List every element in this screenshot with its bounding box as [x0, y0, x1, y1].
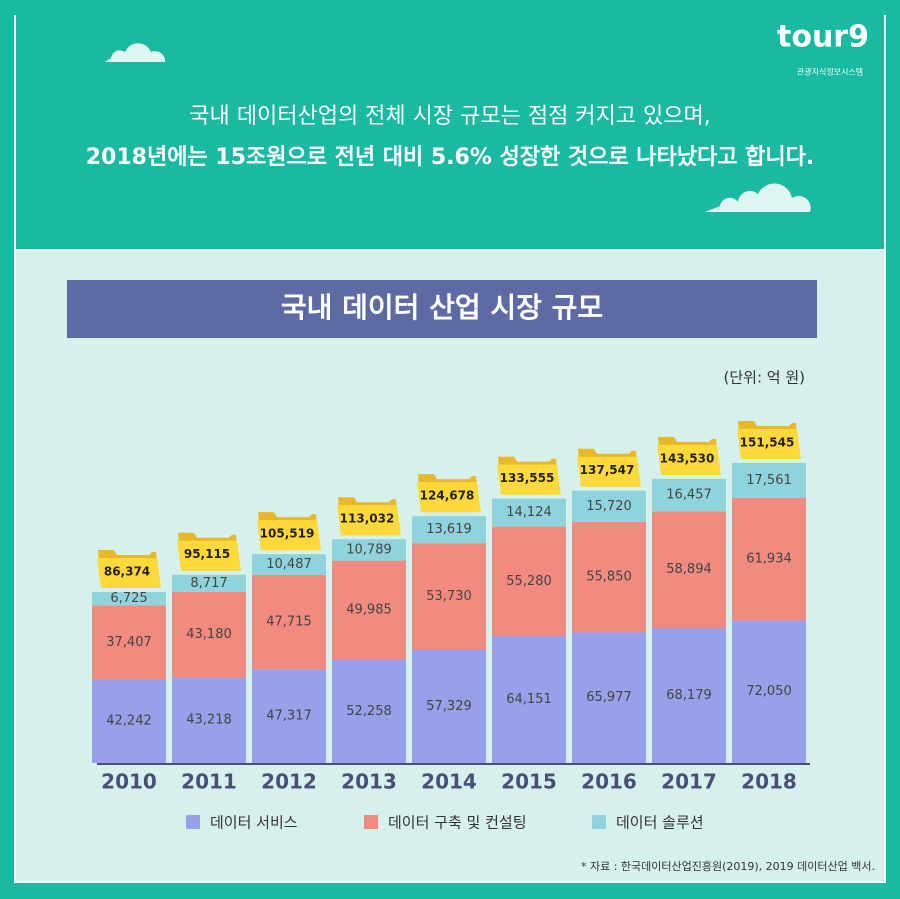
- value-label: 68,179: [666, 688, 712, 703]
- total-folder-front: [97, 558, 161, 589]
- value-label: 15,720: [586, 499, 632, 514]
- total-folder-front: [737, 429, 801, 459]
- total-folder-front: [657, 444, 721, 475]
- title-box: [67, 280, 817, 338]
- x-tick-label: 2011: [181, 770, 237, 794]
- total-folder-front: [257, 520, 321, 551]
- bar-segment: [572, 490, 646, 522]
- value-label: 42,242: [106, 714, 152, 729]
- legend-label: 데이터 서비스: [210, 814, 298, 832]
- total-folder-front: [417, 482, 481, 513]
- bar-segment: [252, 574, 326, 670]
- bar-segment: [732, 497, 806, 621]
- value-label: 10,487: [266, 557, 312, 572]
- cloud: [705, 183, 811, 212]
- value-label: 37,407: [106, 635, 152, 650]
- bar-segment: [572, 521, 646, 633]
- x-tick-label: 2010: [101, 770, 157, 794]
- value-label: 55,280: [506, 574, 552, 589]
- total-label: 105,519: [260, 527, 315, 541]
- legend-swatch: [592, 815, 606, 829]
- value-label: 58,894: [666, 562, 712, 577]
- value-label: 55,850: [586, 570, 632, 585]
- total-folder-front: [177, 540, 241, 571]
- total-label: 151,545: [740, 436, 795, 450]
- x-tick-label: 2017: [661, 770, 717, 794]
- value-label: 47,317: [266, 709, 312, 724]
- total-label: 86,374: [104, 565, 150, 579]
- chart-title: 국내 데이터 산업 시장 규모: [281, 291, 603, 324]
- logo-subtitle: 관광지식정보시스템: [797, 67, 863, 77]
- bar-segment: [412, 543, 486, 650]
- bar-segment: [412, 516, 486, 544]
- bar-segment: [252, 554, 326, 575]
- legend-swatch: [364, 815, 378, 829]
- header-line: 국내 데이터산업의 전체 시장 규모는 점점 커지고 있으며,: [189, 104, 710, 129]
- total-label: 143,530: [660, 451, 715, 465]
- bar-segment: [732, 620, 806, 763]
- value-label: 14,124: [506, 505, 552, 520]
- x-tick-label: 2015: [501, 770, 557, 794]
- bar-segment: [652, 511, 726, 629]
- bar-segment: [492, 526, 566, 637]
- bar-segment: [92, 592, 166, 606]
- value-label: 64,151: [506, 692, 552, 707]
- unit: (단위: 억 원): [724, 369, 806, 387]
- bar-segment: [332, 659, 406, 763]
- value-label: 10,789: [346, 542, 392, 557]
- value-label: 43,180: [186, 627, 232, 642]
- total-label: 137,547: [580, 463, 635, 477]
- bar-segment: [172, 591, 246, 678]
- total-label: 133,555: [500, 471, 555, 485]
- header-line: 2018년에는 15조원으로 전년 대비 5.6% 성장한 것으로 나타났다고 …: [86, 144, 815, 170]
- total-label: 124,678: [420, 489, 475, 503]
- total-label: 95,115: [184, 547, 230, 561]
- bar-segment: [492, 636, 566, 763]
- bar-segment: [92, 605, 166, 680]
- value-label: 8,717: [190, 576, 227, 591]
- value-label: 49,985: [346, 603, 392, 618]
- value-label: 6,725: [110, 591, 147, 606]
- value-label: 13,619: [426, 522, 472, 537]
- value-label: 52,258: [346, 704, 392, 719]
- legend-label: 데이터 솔루션: [616, 814, 704, 832]
- bar-segment: [652, 628, 726, 763]
- total-folder-front: [577, 456, 641, 487]
- value-label: 47,715: [266, 615, 312, 630]
- x-tick-label: 2016: [581, 770, 637, 794]
- source: * 자료 : 한국데이터산업진흥원(2019), 2019 데이터산업 백서.: [581, 859, 875, 873]
- bar-segment: [412, 649, 486, 763]
- value-label: 61,934: [746, 552, 792, 567]
- value-label: 17,561: [746, 473, 792, 488]
- value-label: 53,730: [426, 589, 472, 604]
- value-label: 43,218: [186, 713, 232, 728]
- bar-segment: [332, 539, 406, 561]
- value-label: 65,977: [586, 690, 632, 705]
- cloud: [105, 43, 166, 62]
- legend-label: 데이터 구축 및 컨설팅: [388, 814, 527, 832]
- bar-segment: [652, 478, 726, 512]
- x-tick-label: 2014: [421, 770, 477, 794]
- bar-segment: [332, 560, 406, 660]
- legend-swatch: [186, 815, 200, 829]
- bar-segment: [572, 632, 646, 763]
- x-tick-label: 2018: [741, 770, 797, 794]
- value-label: 16,457: [666, 488, 712, 503]
- bar-segment: [172, 574, 246, 592]
- total-folder-front: [337, 505, 401, 536]
- bar-segment: [252, 669, 326, 763]
- x-tick-label: 2012: [261, 770, 317, 794]
- value-label: 57,329: [426, 699, 472, 714]
- bar-segment: [172, 677, 246, 763]
- total-label: 113,032: [340, 512, 395, 526]
- bar-segment: [92, 679, 166, 763]
- logo: tour9: [777, 20, 869, 55]
- bar-segment: [732, 463, 806, 498]
- total-folder-front: [497, 464, 561, 495]
- value-label: 72,050: [746, 684, 792, 699]
- x-tick-label: 2013: [341, 770, 397, 794]
- bar-segment: [492, 498, 566, 527]
